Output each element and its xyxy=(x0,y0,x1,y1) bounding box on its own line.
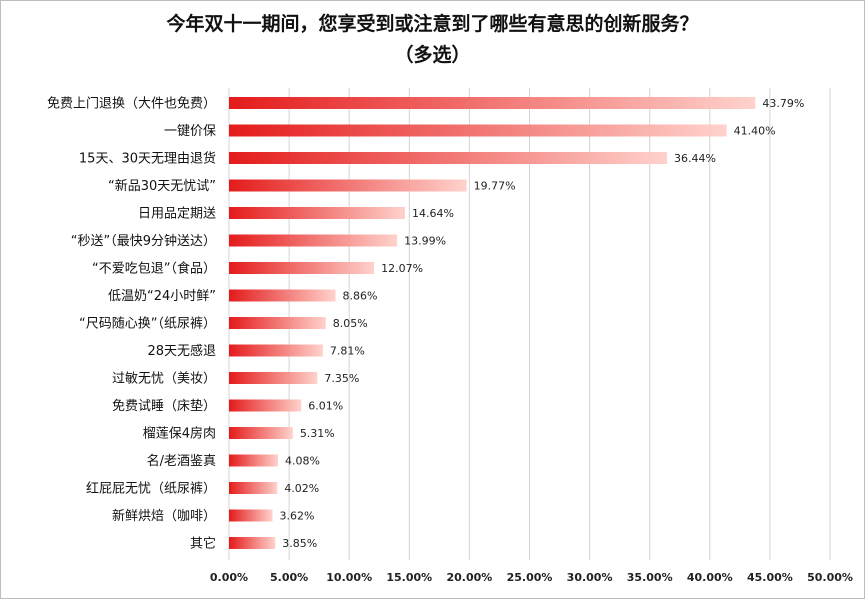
chart-title: 今年双十一期间，您享受到或注意到了哪些有意思的创新服务？ xyxy=(166,13,699,35)
category-label: 名/老酒鉴真 xyxy=(147,453,216,469)
category-label: “新品30天无忧试” xyxy=(108,178,216,194)
category-label: 28天无感退 xyxy=(147,343,216,359)
x-tick-label: 5.00% xyxy=(270,571,308,584)
value-labels: 43.79% 41.40% 36.44% 19.77% 14.64% 13.99% 12.0… xyxy=(280,97,805,550)
value-label: 7.35% xyxy=(324,372,359,385)
value-label: 4.02% xyxy=(284,482,319,495)
value-label: 13.99% xyxy=(404,235,446,248)
category-label: 免费上门退换（大件也免费） xyxy=(47,97,216,112)
category-label: 过敏无忧（美妆） xyxy=(112,372,216,387)
value-label: 3.85% xyxy=(282,537,317,550)
value-label: 4.08% xyxy=(285,455,320,468)
category-label: 红屁屁无忧（纸尿裤） xyxy=(86,481,216,497)
value-label: 6.01% xyxy=(308,400,343,413)
x-tick-label: 20.00% xyxy=(446,571,492,584)
category-label: 日用品定期送 xyxy=(138,207,216,222)
category-label: 低温奶“24小时鲜” xyxy=(108,289,216,304)
bar xyxy=(229,289,336,302)
value-label: 3.62% xyxy=(280,510,315,523)
value-label: 7.81% xyxy=(330,345,365,358)
bar xyxy=(229,262,375,274)
value-label: 36.44% xyxy=(674,152,716,165)
bar xyxy=(229,537,276,549)
bars xyxy=(229,97,756,549)
category-label: 榴莲保4房肉 xyxy=(143,426,216,442)
bar xyxy=(229,179,467,192)
bar xyxy=(229,427,293,439)
x-tick-label: 45.00% xyxy=(747,571,793,584)
bar xyxy=(229,124,727,137)
x-tick-label: 50.00% xyxy=(807,571,853,584)
category-label: “不爱吃包退”（食品） xyxy=(92,261,216,277)
category-label: 免费试睡（床垫） xyxy=(112,398,216,414)
x-tick-label: 40.00% xyxy=(687,571,733,584)
value-label: 8.86% xyxy=(342,290,377,303)
value-label: 12.07% xyxy=(381,262,423,275)
category-label: 15天、30天无理由退货 xyxy=(79,151,216,167)
bar xyxy=(229,454,279,467)
x-tick-label: 10.00% xyxy=(326,571,372,584)
bar xyxy=(229,207,405,219)
bar xyxy=(229,234,398,247)
bar xyxy=(229,344,323,357)
x-tick-label: 30.00% xyxy=(567,571,613,584)
x-axis-ticks: 0.00% 5.00% 10.00% 15.00% 20.00% 25.00% 30.00%… xyxy=(210,571,853,584)
bar xyxy=(229,399,302,412)
category-label: “秒送”（最快9分钟送达） xyxy=(71,233,216,249)
bar xyxy=(229,97,756,109)
value-label: 8.05% xyxy=(333,317,368,330)
value-label: 19.77% xyxy=(474,180,516,193)
category-label: 新鲜烘焙（咖啡） xyxy=(112,508,216,524)
category-label: 其它 xyxy=(190,536,216,552)
value-label: 41.40% xyxy=(734,125,776,138)
bar xyxy=(229,509,273,522)
x-tick-label: 15.00% xyxy=(386,571,432,584)
x-tick-label: 0.00% xyxy=(210,571,248,584)
bar xyxy=(229,317,326,329)
x-tick-label: 35.00% xyxy=(627,571,673,584)
category-label: 一键价保 xyxy=(164,124,216,139)
chart-subtitle: （多选） xyxy=(394,44,471,66)
bar xyxy=(229,482,278,494)
x-tick-label: 25.00% xyxy=(507,571,553,584)
value-label: 14.64% xyxy=(412,207,454,220)
value-label: 43.79% xyxy=(762,97,804,110)
value-label: 5.31% xyxy=(300,427,335,440)
category-labels: 免费上门退换（大件也免费） 一键价保 15天、30天无理由退货 “新品30天无忧试” 日… xyxy=(47,97,216,552)
bar xyxy=(229,152,668,164)
category-label: “尺码随心换”（纸尿裤） xyxy=(79,317,216,332)
bar xyxy=(229,372,318,384)
